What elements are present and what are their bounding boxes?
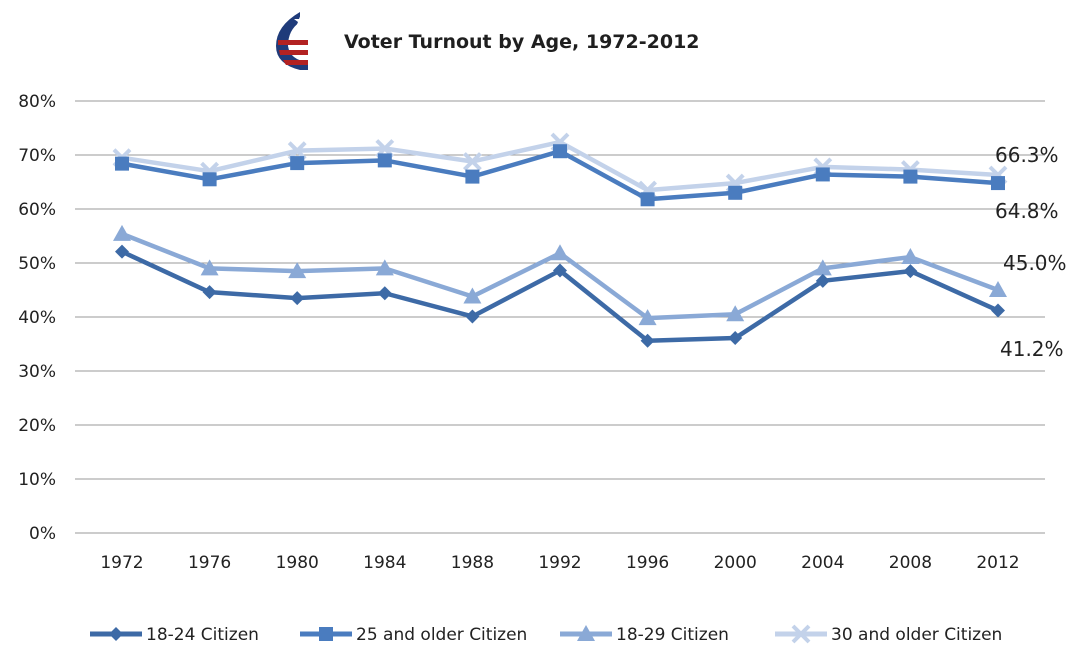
data-point [202,285,217,300]
data-point [815,273,830,288]
data-point [465,169,480,184]
legend-label: 30 and older Citizen [831,625,1002,645]
data-point [115,156,129,171]
data-point-stroke [791,624,811,644]
x-axis: 1972 1976 1980 1984 1988 1992 1996 2000 2004 2008… [100,553,1019,573]
data-point [640,333,655,348]
data-point [901,248,920,265]
y-tick-label: 0% [29,524,56,544]
end-label: 41.2% [1000,337,1064,361]
data-point [115,244,129,259]
series-18-29-citizen [113,224,1007,326]
x-tick-label: 1980 [276,553,319,573]
x-tick-label: 2000 [714,553,757,573]
data-point [989,281,1007,297]
data-point [726,305,745,322]
end-labels: 41.2% 64.8% 45.0% 66.3% [995,143,1067,361]
legend-item: 18-24 Citizen [90,625,259,645]
series-25-and-older-citizen [115,144,1005,207]
data-point [553,263,567,278]
x-tick-label: 2004 [801,553,844,573]
data-point [290,291,305,306]
x-tick-label: 1996 [626,553,669,573]
y-tick-label: 50% [18,254,56,274]
data-point [113,224,131,241]
legend-label: 25 and older Citizen [356,625,527,645]
x-tick-label: 1976 [188,553,231,573]
data-point [290,156,305,171]
legend-item: 25 and older Citizen [300,625,527,645]
legend-item: 30 and older Citizen [775,624,1002,645]
data-point [577,625,595,641]
data-point [903,169,918,184]
series-18-24-citizen [115,244,1005,348]
data-point [813,259,832,276]
legend-label: 18-29 Citizen [616,625,729,645]
data-point-stroke [287,141,307,161]
series-30-and-older-citizen [112,132,1008,200]
data-point [728,185,743,200]
data-point [462,152,482,171]
grid-lines [75,100,1045,534]
data-point [991,303,1005,318]
data-point [377,286,392,301]
x-tick-label: 1992 [538,553,581,573]
data-point [815,167,830,182]
data-point [791,624,811,644]
series-group [112,132,1008,348]
data-point [991,176,1005,191]
data-point [638,309,657,326]
data-point [553,144,567,159]
data-point [640,192,655,207]
data-point [463,287,482,304]
x-tick-label: 2008 [889,553,932,573]
data-point [465,309,480,324]
data-point-stroke [462,152,482,171]
data-point [728,331,743,346]
legend-label: 18-24 Citizen [146,625,259,645]
series-line [121,148,999,202]
data-point [287,141,307,161]
y-tick-label: 60% [18,200,56,220]
data-point [377,153,392,168]
y-tick-label: 70% [18,146,56,166]
y-tick-label: 80% [18,92,56,112]
y-tick-label: 40% [18,308,56,328]
x-tick-label: 1988 [451,553,494,573]
end-label: 64.8% [995,199,1059,223]
data-point [375,259,394,276]
data-point [109,627,123,641]
legend-item: 18-29 Citizen [560,625,729,645]
y-axis: 0% 10% 20% 30% 40% 50% 60% 70% 80% [18,92,56,544]
y-tick-label: 30% [18,362,56,382]
data-point [903,264,918,279]
chart-title: Voter Turnout by Age, 1972-2012 [344,31,700,53]
x-tick-label: 1972 [100,553,143,573]
y-tick-label: 10% [18,470,56,490]
data-point [200,259,219,276]
flag-logo-icon [276,12,308,70]
data-point [319,627,333,641]
end-label: 45.0% [1003,251,1067,275]
end-label: 66.3% [995,143,1059,167]
data-point [288,262,307,279]
data-point [202,172,217,187]
x-tick-label: 2012 [976,553,1019,573]
legend: 18-24 Citizen 25 and older Citizen 18-29 C… [90,624,1002,645]
x-tick-label: 1984 [363,553,406,573]
data-point [551,244,569,261]
y-tick-label: 20% [18,416,56,436]
